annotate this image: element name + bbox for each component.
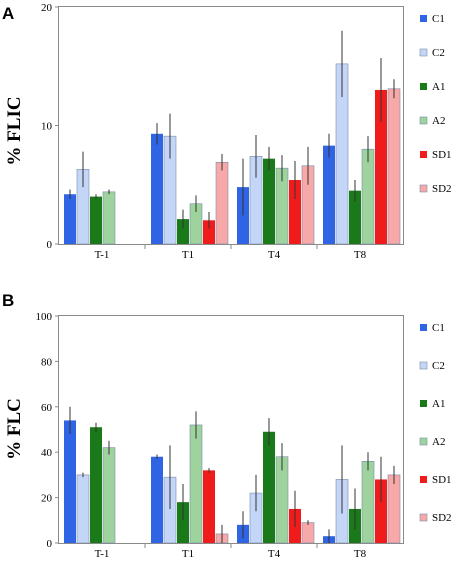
legend-label-sd1: SD1 (432, 149, 452, 161)
legend-swatch-sd1 (420, 151, 427, 158)
bar-a2-t8 (361, 148, 375, 245)
panel-a-y-ticks: 0 10 20 (41, 2, 59, 251)
bar-a1-t4 (263, 431, 275, 543)
bar-sd2-t8 (387, 88, 401, 245)
legend-swatch-sd2 (419, 184, 428, 193)
panel-a-bars (64, 30, 401, 245)
bar-a2-t8 (361, 460, 375, 544)
bar-sd1-t8 (375, 479, 387, 543)
bar-sd1-t1 (203, 220, 215, 244)
bar-a1-t4 (263, 158, 275, 244)
panel-b-label: B (2, 291, 14, 310)
bar-a1-t1 (177, 219, 189, 244)
y-tick-label: 20 (41, 2, 53, 14)
bar-a1-t-1 (90, 196, 102, 244)
category-label: T-1 (95, 249, 110, 261)
legend-label-a1: A1 (432, 398, 445, 410)
category-label: T8 (354, 548, 367, 560)
bar-sd1-t1 (203, 470, 215, 543)
bar-c2-t-1 (76, 474, 90, 544)
legend-label-c2: C2 (432, 360, 445, 372)
legend-label-sd2: SD2 (432, 512, 452, 524)
category-label: T-1 (95, 548, 110, 560)
legend-label-c1: C1 (432, 322, 445, 334)
bar-c1-t1 (151, 133, 163, 244)
bar-c1-t-1 (64, 194, 76, 244)
panel-a-legend: C1 C2 A1 A2 SD1 SD2 (419, 13, 452, 195)
y-tick-label: 0 (47, 538, 53, 550)
panel-a-label: A (2, 4, 14, 23)
legend-swatch-a1 (420, 83, 427, 90)
panel-b-bars (64, 406, 401, 544)
legend-swatch-c1 (420, 15, 427, 22)
category-label: T1 (182, 548, 194, 560)
category-label: T8 (354, 249, 367, 261)
y-tick-label: 80 (41, 356, 53, 368)
y-tick-label: 60 (41, 402, 53, 414)
y-tick-label: 100 (36, 311, 53, 323)
bar-sd1-t4 (289, 180, 301, 244)
legend-swatch-sd1 (420, 476, 427, 483)
panel-b-y-axis-title: % FLC (4, 398, 25, 460)
bar-a2-t-1 (102, 447, 116, 544)
panel-a-y-axis-title: % FLIC (4, 96, 25, 165)
bar-a1-t8 (349, 190, 361, 244)
bar-a1-t-1 (90, 427, 102, 543)
legend-swatch-a2 (419, 116, 428, 125)
legend-swatch-a1 (420, 400, 427, 407)
legend-swatch-c2 (419, 361, 428, 370)
legend-label-a1: A1 (432, 81, 445, 93)
legend-swatch-c1 (420, 324, 427, 331)
panel-a-category-labels: T-1 T1 T4 T8 (95, 244, 367, 261)
y-tick-label: 10 (41, 121, 53, 133)
bar-a1-t1 (177, 502, 189, 543)
bar-c1-t-1 (64, 420, 76, 543)
y-tick-label: 40 (41, 447, 53, 459)
category-label: T4 (268, 548, 281, 560)
bar-sd2-t1 (215, 161, 229, 245)
bar-sd1-t8 (375, 89, 387, 244)
legend-label-sd1: SD1 (432, 474, 452, 486)
y-tick-label: 20 (41, 493, 53, 505)
legend-label-c2: C2 (432, 47, 445, 59)
legend-swatch-c2 (419, 48, 428, 57)
panel-b-category-labels: T-1 T1 T4 T8 (95, 543, 367, 560)
bar-sd2-t4 (301, 522, 315, 544)
legend-label-a2: A2 (432, 436, 445, 448)
panel-a: A % FLIC 0 10 20 T-1 T1 T4 T8 C1 C2 A1 A2 SD1 SD2 (2, 2, 452, 261)
bar-c1-t8 (323, 145, 335, 244)
category-label: T4 (268, 249, 281, 261)
legend-swatch-sd2 (419, 513, 428, 522)
bar-a2-t1 (189, 424, 203, 544)
legend-swatch-a2 (419, 437, 428, 446)
legend-label-sd2: SD2 (432, 183, 452, 195)
y-tick-label: 0 (47, 239, 53, 251)
panel-b: B % FLC 0 20 40 60 80 100 T-1 T1 T4 T8 C1 C2 A1 A2 S… (2, 291, 452, 560)
legend-label-c1: C1 (432, 13, 445, 25)
bar-sd2-t8 (387, 474, 401, 544)
bar-a2-t-1 (102, 191, 116, 245)
panel-b-y-ticks: 0 20 40 60 80 100 (36, 311, 59, 550)
category-label: T1 (182, 249, 194, 261)
bar-c1-t1 (151, 456, 163, 543)
legend-label-a2: A2 (432, 115, 445, 127)
panel-b-legend: C1 C2 A1 A2 SD1 SD2 (419, 322, 452, 524)
